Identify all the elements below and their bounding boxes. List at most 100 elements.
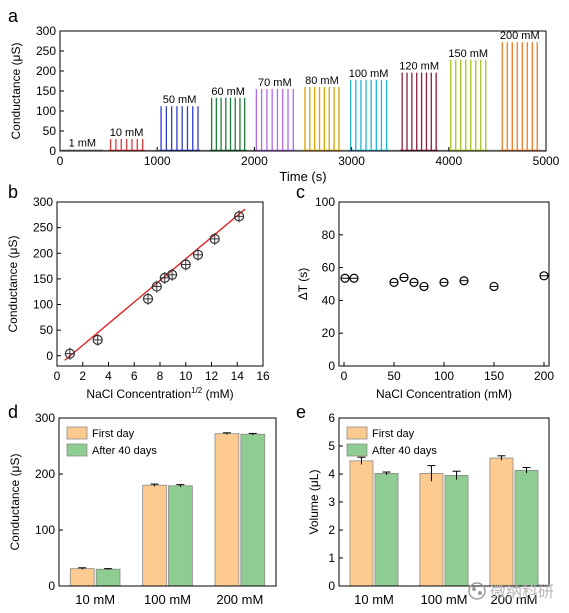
panel-c: c 0 20 40 60 80 100 0 50 100 150 200 ΔT (s) NaCl Conc… <box>296 182 554 401</box>
x-tick-label: 6 <box>131 369 138 383</box>
bar <box>349 460 374 587</box>
y-tick-label: 20 <box>322 326 336 340</box>
bar <box>240 433 266 587</box>
panel-letter: c <box>296 182 305 202</box>
y-tick-label: 0 <box>48 579 55 593</box>
y-tick-label: 80 <box>322 228 336 242</box>
data-point <box>167 268 178 281</box>
y-tick-label: 40 <box>322 293 336 307</box>
data-point <box>489 281 499 292</box>
pulse-group: 150 mM <box>448 48 488 151</box>
pulse-group: 100 mM <box>348 68 389 151</box>
x-tick-label: 150 <box>484 369 504 383</box>
x-tick-label: 200 mM <box>216 592 263 607</box>
x-tick-label: 14 <box>231 369 245 383</box>
y-tick-label: 3 <box>328 495 335 509</box>
legend-swatch <box>66 443 88 457</box>
x-axis-label: NaCl Concentration1/2 (mM) <box>86 386 233 401</box>
x-tick-label: 200 <box>534 369 554 383</box>
data-point <box>409 277 419 287</box>
watermark-logo-icon <box>468 582 486 600</box>
panel-d: d 10 mM 100 mM 200 mM First day After 40 days… <box>8 402 277 607</box>
data-point <box>459 276 469 286</box>
x-tick-label: 1000 <box>144 154 171 168</box>
group-label: 60 mM <box>211 86 245 98</box>
y-tick-label: 0 <box>328 579 335 593</box>
y-tick-label: 5 <box>328 439 335 453</box>
bar <box>514 469 539 587</box>
group-label: 1 mM <box>69 137 97 149</box>
y-tick-label: 300 <box>33 195 53 209</box>
x-tick-label: 3000 <box>338 154 365 168</box>
pulse-group: 80 mM <box>302 75 341 151</box>
bar <box>69 568 95 587</box>
group-label: 120 mM <box>399 61 439 73</box>
x-tick-label: 10 mM <box>354 592 394 607</box>
data-point <box>209 232 220 245</box>
x-tick-label: 12 <box>205 369 219 383</box>
bar <box>168 485 193 587</box>
bar <box>95 568 121 587</box>
bar <box>142 484 167 587</box>
data-point <box>92 333 103 346</box>
y-tick-label: 6 <box>328 411 335 425</box>
y-tick-label: 100 <box>33 298 53 312</box>
data-point <box>389 277 399 287</box>
panel-e: e 10 mM 100 mM 200 mM First day After 40 days… <box>296 402 550 607</box>
data-point <box>439 277 449 287</box>
data-point <box>349 273 359 283</box>
group-label: 150 mM <box>448 48 488 60</box>
y-tick-label: 250 <box>36 44 56 58</box>
pulse-group: 200 mM <box>500 30 540 151</box>
pulse-group: 120 mM <box>399 61 439 151</box>
legend-label: First day <box>372 428 415 440</box>
x-tick-label: 200 mM <box>491 592 538 607</box>
group-label: 100 mM <box>349 68 389 80</box>
x-tick-label: 8 <box>157 369 164 383</box>
watermark-logo-icon-inner <box>478 591 482 595</box>
watermark-logo-icon-inner <box>472 587 476 591</box>
bar <box>419 473 444 587</box>
y-tick-label: 100 <box>35 523 55 537</box>
data-point <box>192 248 204 261</box>
data-point <box>419 281 429 292</box>
y-tick-label: 0 <box>328 359 335 373</box>
legend-swatch <box>346 426 368 440</box>
x-tick-label: 4 <box>105 369 112 383</box>
y-tick-label: 50 <box>43 124 57 138</box>
x-axis-label: NaCl Concentration (mM) <box>376 387 512 401</box>
legend-swatch <box>66 426 88 440</box>
x-tick-label: 0 <box>54 369 61 383</box>
y-tick-label: 60 <box>322 261 336 275</box>
data-point <box>151 280 162 293</box>
y-tick-label: 200 <box>35 467 55 481</box>
y-tick-label: 300 <box>36 24 56 38</box>
x-tick-label: 100 mM <box>144 592 191 607</box>
data-point <box>233 210 245 223</box>
x-tick-label: 100 <box>434 369 454 383</box>
group-label: 200 mM <box>500 30 540 42</box>
plot-frame <box>338 201 550 367</box>
panel-letter: b <box>8 182 18 202</box>
y-axis-label: Conductance (μS) <box>9 43 23 140</box>
x-tick-label: 50 <box>387 369 401 383</box>
data-point <box>539 271 549 281</box>
y-tick-label: 4 <box>328 467 335 481</box>
data-point <box>340 273 350 283</box>
y-axis-label: ΔT (s) <box>296 268 310 300</box>
y-tick-label: 1 <box>328 551 335 565</box>
group-label: 10 mM <box>110 127 144 139</box>
x-tick-label: 16 <box>256 369 270 383</box>
pulse-group: 10 mM <box>108 127 145 151</box>
x-tick-label: 0 <box>341 369 348 383</box>
x-tick-label: 5000 <box>533 154 560 168</box>
bar <box>214 433 240 587</box>
data-point <box>142 292 154 305</box>
x-tick-label: 4000 <box>435 154 462 168</box>
y-tick-label: 100 <box>36 104 56 118</box>
bar <box>444 474 469 587</box>
data-point <box>180 258 191 271</box>
data-point <box>399 272 409 283</box>
panel-letter: d <box>8 402 18 422</box>
watermark: 微纳科研 <box>468 582 554 601</box>
